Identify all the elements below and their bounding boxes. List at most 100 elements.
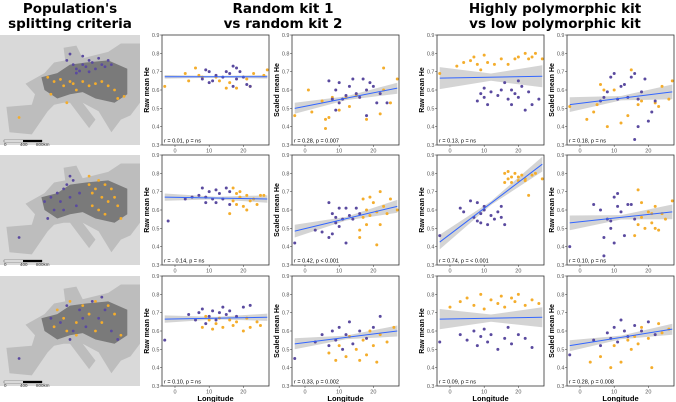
data-point-group2: [486, 61, 490, 64]
y-tick-label: 0.8: [557, 171, 565, 177]
map-point-group1: [71, 178, 75, 182]
data-point-group1: [330, 232, 334, 236]
map-point-group1: [100, 295, 104, 299]
data-point-group2: [245, 77, 249, 81]
y-tick-label: 0.3: [557, 143, 565, 149]
map-point-group2: [100, 80, 104, 83]
y-tick-label: 0.7: [282, 190, 290, 196]
y-tick-label: 0.7: [427, 70, 435, 76]
data-point-group1: [530, 346, 534, 349]
data-point-group2: [523, 51, 527, 55]
data-point-group1: [183, 197, 187, 201]
data-point-group1: [221, 305, 225, 309]
data-point-group2: [344, 355, 348, 359]
data-point-group1: [506, 97, 510, 101]
data-point-group2: [378, 190, 382, 194]
header-random-line1: Random kit 1: [233, 1, 334, 17]
scatter-panel-2-1: 0.3 0.4 0.5 0.6 0.7 0.8 0.9 0 10 20 Raw mean He r =…: [144, 153, 270, 275]
x-tick-label: 0: [578, 149, 581, 155]
y-tick-label: 0.5: [152, 347, 160, 353]
data-point-group1: [482, 86, 486, 90]
data-point-group2: [640, 325, 644, 329]
y-tick-label: 0.7: [152, 70, 160, 76]
data-point-group2: [368, 214, 372, 217]
data-point-group1: [224, 186, 228, 190]
data-point-group1: [207, 70, 211, 74]
y-tick-label: 0.9: [152, 274, 160, 280]
data-point-group1: [228, 309, 232, 313]
y-axis-label: Raw mean He: [549, 187, 556, 233]
y-tick-label: 0.9: [557, 274, 565, 280]
map-point-group2: [65, 329, 69, 333]
data-point-group1: [496, 94, 500, 97]
data-point-group2: [503, 171, 507, 175]
map-point-group1: [90, 61, 94, 64]
data-point-group2: [163, 84, 167, 88]
data-point-group2: [520, 173, 524, 177]
data-point-group1: [496, 347, 500, 351]
data-point-group1: [469, 199, 473, 203]
regression-line: [439, 163, 543, 243]
data-point-group1: [228, 190, 232, 194]
x-tick-label: 0: [303, 149, 306, 155]
data-point-group1: [385, 101, 389, 105]
data-point-group1: [629, 203, 633, 206]
data-point-group2: [197, 73, 201, 77]
data-point-group1: [516, 79, 520, 83]
data-point-group2: [262, 73, 266, 77]
data-point-group1: [200, 307, 204, 311]
data-point-group1: [358, 329, 362, 333]
data-point-group1: [351, 342, 355, 346]
data-point-group2: [629, 68, 633, 72]
data-point-group1: [503, 223, 507, 227]
y-tick-label: 0.9: [282, 153, 290, 159]
data-point-group2: [258, 324, 262, 327]
data-point-group2: [619, 360, 623, 364]
x-tick-label: 20: [240, 269, 246, 275]
data-point-group2: [228, 81, 232, 85]
data-point-group2: [365, 223, 369, 227]
data-point-group2: [482, 307, 486, 311]
data-point-group1: [334, 215, 338, 219]
regression-line: [439, 316, 543, 320]
data-point-group1: [458, 333, 462, 337]
y-tick-label: 0.7: [557, 190, 565, 196]
map-point-group1: [59, 200, 62, 203]
data-point-group1: [650, 110, 654, 114]
data-point-group2: [609, 366, 613, 370]
data-point-group1: [334, 88, 338, 92]
y-axis-label: Scaled mean He: [274, 63, 281, 117]
map-point-group2: [97, 208, 101, 212]
data-point-group2: [214, 322, 218, 326]
map-species-range: [41, 180, 128, 223]
correlation-stat: r = 0.28, p = 0.008: [569, 380, 614, 386]
data-point-group2: [365, 117, 369, 121]
plot-area: [162, 276, 269, 386]
y-axis-label: Raw mean He: [419, 187, 426, 233]
data-point-group1: [438, 234, 442, 238]
x-tick-label: 10: [611, 269, 617, 275]
data-point-group2: [640, 215, 644, 219]
y-tick-label: 0.3: [557, 263, 565, 269]
y-tick-label: 0.8: [152, 51, 160, 57]
y-axis-label: Scaled mean He: [549, 304, 556, 358]
map-point-group2: [49, 92, 53, 96]
y-tick-label: 0.3: [427, 263, 435, 269]
data-point-group2: [503, 305, 507, 309]
data-point-group1: [479, 221, 483, 225]
data-point-group2: [371, 201, 375, 205]
y-tick-label: 0.4: [152, 366, 160, 372]
map-point-group2: [119, 333, 123, 337]
data-point-group2: [458, 300, 462, 304]
data-point-group1: [248, 84, 252, 88]
data-point-group2: [499, 294, 503, 298]
data-point-group2: [228, 212, 232, 216]
data-point-group1: [609, 219, 613, 223]
y-tick-label: 0.6: [427, 329, 435, 335]
data-point-group2: [479, 68, 483, 72]
data-point-group2: [354, 347, 358, 351]
data-point-group1: [378, 92, 382, 96]
data-point-group2: [636, 342, 640, 346]
regression-line: [569, 328, 673, 347]
map-point-group1: [90, 299, 94, 303]
